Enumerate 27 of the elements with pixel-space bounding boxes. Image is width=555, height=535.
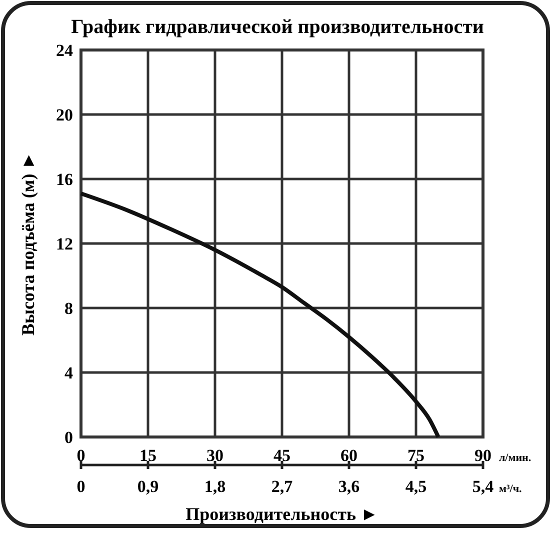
x2-tick-label: 3,6 (338, 477, 360, 496)
x-tick-label: 0 (76, 446, 86, 465)
text: м³/ч. (499, 483, 522, 495)
line-series (79, 192, 440, 439)
x2-tick-label: 0,9 (137, 477, 159, 496)
y-tick-label: 20 (56, 106, 73, 124)
y-tick-label: 16 (56, 170, 73, 189)
x2-tick-label: 5,4 (472, 477, 494, 496)
y-tick-label: 8 (64, 299, 73, 318)
x-tick-label: 30 (206, 446, 224, 465)
x-tick-label: 15 (140, 446, 156, 465)
y-tick-label: 24 (56, 41, 74, 60)
x-tick-label: 60 (340, 446, 358, 465)
x-tick-label: 90 (474, 446, 492, 465)
x2-tick-label: 1,8 (204, 477, 226, 496)
x-tick-label: 45 (274, 446, 290, 465)
x2-tick-label: 2,7 (271, 477, 294, 496)
chart-title: График гидравлической производительности (71, 16, 484, 38)
y-tick-label: 12 (56, 234, 73, 254)
x2-tick-label: 4,5 (405, 477, 427, 496)
x2-tick-label: 0 (76, 477, 86, 496)
text: л/мин. (499, 452, 532, 464)
x-axis-title: Производительность ► (186, 504, 378, 524)
y-tick-label: 0 (64, 428, 73, 447)
x-tick-label: 75 (408, 446, 424, 465)
y-tick-label: 4 (64, 364, 74, 382)
y-axis-title: Высота подъёма (м) ► (18, 151, 38, 336)
